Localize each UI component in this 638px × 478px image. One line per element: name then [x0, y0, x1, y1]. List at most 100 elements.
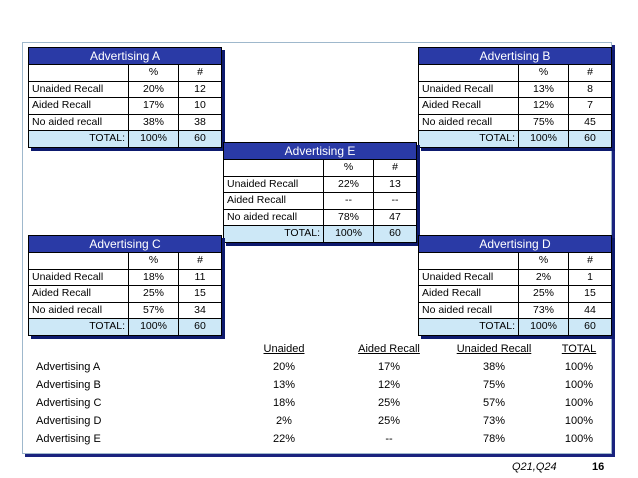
page-number: 16 [592, 461, 605, 473]
header-row: % # [29, 65, 221, 82]
summary-row-label: Advertising E [36, 433, 101, 445]
recall-panel: Advertising C% # Unaided Recall 18% 11 Aided … [28, 235, 222, 336]
data-row: Unaided Recall 2% 1 [419, 269, 611, 286]
cell: 20% [129, 81, 179, 97]
data-row: No aided recall 78% 47 [224, 209, 416, 226]
summary-cell: 22% [272, 433, 296, 445]
summary-cell: 18% [272, 397, 296, 409]
cell: 2% [519, 269, 569, 285]
cell: 1 [587, 270, 593, 283]
cell: 75% [519, 114, 569, 130]
column-header: % [519, 65, 569, 81]
data-row: Unaided Recall 22% 13 [224, 176, 416, 193]
cell [224, 160, 324, 176]
data-row: Aided Recall 12% 7 [419, 98, 611, 115]
cell: -- [391, 194, 399, 206]
panel-title: Advertising B [419, 48, 611, 65]
cell: Unaided Recall [29, 81, 129, 97]
cell: 13% [519, 81, 569, 97]
total-row: TOTAL: 100% 60 [419, 319, 611, 335]
cell: 12 [194, 82, 206, 95]
data-row: Aided Recall 25% 15 [29, 286, 221, 303]
cell: 22% [324, 176, 374, 192]
summary-cell: 73% [482, 415, 506, 427]
cell: 60 [389, 227, 401, 239]
cell: 25% [129, 286, 179, 302]
total-row: TOTAL: 100% 60 [419, 131, 611, 147]
cell: 11 [194, 270, 206, 283]
cell: Unaided Recall [224, 176, 324, 192]
cell: Unaided Recall [419, 81, 519, 97]
cell: Unaided Recall [29, 269, 129, 285]
cell: No aided recall [419, 114, 519, 130]
summary-cell: 2% [276, 415, 292, 427]
cell: 15 [194, 287, 206, 299]
cell: -- [324, 193, 374, 209]
header-row: % # [419, 65, 611, 82]
summary-cell: 20% [272, 361, 296, 373]
column-header: # [587, 254, 593, 266]
cell [419, 65, 519, 81]
cell: 17% [129, 98, 179, 114]
cell: 78% [324, 209, 374, 225]
cell: 60 [194, 132, 206, 144]
data-row: Unaided Recall 18% 11 [29, 269, 221, 286]
column-header: # [197, 254, 203, 266]
cell: 73% [519, 302, 569, 318]
summary-cell: 100% [564, 433, 594, 445]
panel-title: Advertising E [224, 143, 416, 160]
column-header: # [587, 66, 593, 78]
cell: Aided Recall [29, 98, 129, 114]
cell: 60 [194, 320, 206, 332]
cell: No aided recall [29, 302, 129, 318]
cell: Aided Recall [419, 286, 519, 302]
summary-cell: 57% [482, 397, 506, 409]
cell: 13 [389, 177, 401, 190]
recall-panel: Advertising E% # Unaided Recall 22% 13 Aided … [223, 142, 417, 243]
column-header: # [197, 66, 203, 78]
data-row: No aided recall 73% 44 [419, 302, 611, 319]
cell: Aided Recall [419, 98, 519, 114]
cell: 8 [587, 82, 593, 95]
cell: 38% [129, 114, 179, 130]
summary-header: Unaided Recall [456, 343, 532, 355]
cell: 15 [584, 287, 596, 299]
data-row: No aided recall 75% 45 [419, 114, 611, 131]
cell: 60 [584, 132, 596, 144]
cell: TOTAL: [224, 226, 324, 242]
cell: 47 [389, 210, 401, 223]
summary-row-label: Advertising A [36, 361, 101, 373]
cell: 57% [129, 302, 179, 318]
cell: TOTAL: [29, 319, 129, 335]
panel-title: Advertising C [29, 236, 221, 253]
data-row: No aided recall 38% 38 [29, 114, 221, 131]
total-row: TOTAL: 100% 60 [29, 131, 221, 147]
panel-title: Advertising D [419, 236, 611, 253]
summary-cell: 25% [377, 415, 401, 427]
summary-cell: 100% [564, 361, 594, 373]
cell: No aided recall [224, 209, 324, 225]
cell: 10 [194, 99, 206, 111]
cell: 38 [194, 115, 206, 128]
cell: 100% [519, 319, 569, 335]
summary-cell: 100% [564, 415, 594, 427]
cell: Aided Recall [224, 193, 324, 209]
total-row: TOTAL: 100% 60 [29, 319, 221, 335]
column-header: # [392, 161, 398, 173]
summary-cell: -- [385, 433, 393, 445]
column-header: % [129, 253, 179, 269]
summary-header: Unaided [263, 343, 305, 355]
summary-cell: 25% [377, 397, 401, 409]
summary-cell: 100% [564, 379, 594, 391]
summary-row-label: Advertising C [36, 397, 102, 409]
cell: 100% [324, 226, 374, 242]
column-header: % [519, 253, 569, 269]
cell: 25% [519, 286, 569, 302]
cell: TOTAL: [419, 131, 519, 147]
data-row: No aided recall 57% 34 [29, 302, 221, 319]
data-row: Unaided Recall 13% 8 [419, 81, 611, 98]
cell: 45 [584, 115, 596, 128]
summary-cell: 12% [377, 379, 401, 391]
cell: 60 [584, 320, 596, 332]
